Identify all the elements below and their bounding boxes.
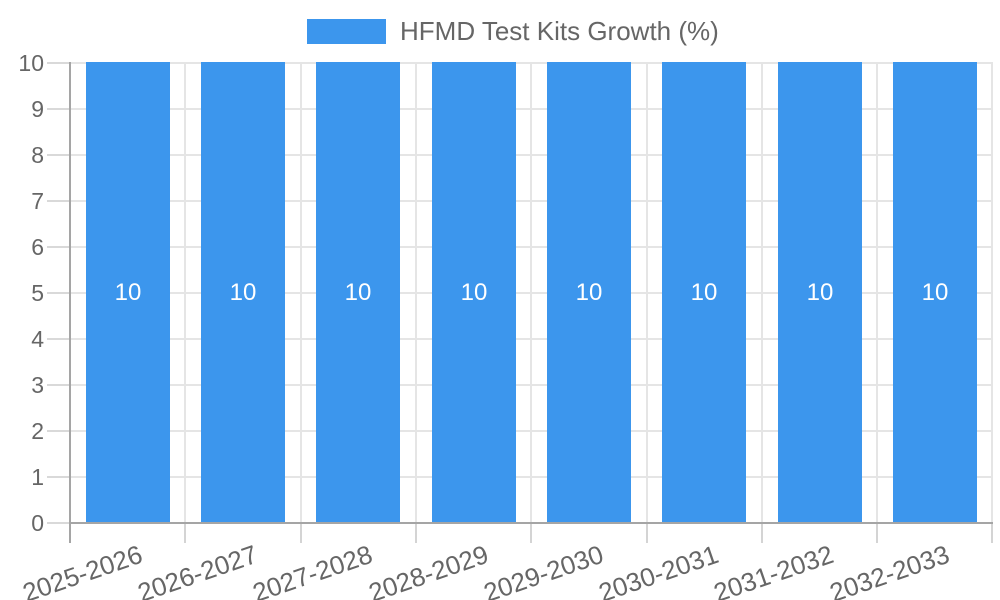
y-tick-mark — [47, 292, 70, 294]
y-tick-label: 3 — [31, 372, 44, 398]
y-tick-label: 2 — [31, 418, 44, 444]
x-tick-label: 2025-2026 — [18, 539, 146, 600]
bar: 10 — [778, 62, 862, 523]
x-tick-mark — [184, 523, 186, 543]
y-tick-mark — [47, 200, 70, 202]
x-tick-label: 2028-2029 — [364, 539, 492, 600]
y-tick-mark — [47, 108, 70, 110]
bar: 10 — [547, 62, 631, 523]
x-axis-line — [70, 522, 993, 524]
bar-value-label: 10 — [229, 278, 257, 306]
bar: 10 — [316, 62, 400, 523]
gridline-v — [300, 62, 302, 523]
y-tick-label: 10 — [18, 50, 44, 76]
bar-value-label: 10 — [575, 278, 603, 306]
y-axis-line — [69, 62, 71, 543]
y-tick-label: 4 — [31, 326, 44, 352]
legend-label: HFMD Test Kits Growth (%) — [400, 16, 719, 46]
y-tick-label: 9 — [31, 96, 44, 122]
x-tick-mark — [761, 523, 763, 543]
y-tick-label: 6 — [31, 234, 44, 260]
legend-item[interactable]: HFMD Test Kits Growth (%) — [307, 16, 719, 47]
y-tick-mark — [47, 476, 70, 478]
bar-value-label: 10 — [460, 278, 488, 306]
gridline-v — [184, 62, 186, 523]
y-tick-label: 7 — [31, 188, 44, 214]
x-tick-mark — [300, 523, 302, 543]
bar: 10 — [86, 62, 170, 523]
x-tick-mark — [530, 523, 532, 543]
y-tick-mark — [47, 338, 70, 340]
x-tick-mark — [646, 523, 648, 543]
y-tick-mark — [47, 246, 70, 248]
gridline-v — [876, 62, 878, 523]
bar: 10 — [662, 62, 746, 523]
bar-value-label: 10 — [921, 278, 949, 306]
x-tick-mark — [415, 523, 417, 543]
legend-swatch-icon — [307, 19, 386, 44]
x-tick-label: 2026-2027 — [133, 539, 261, 600]
gridline-v — [761, 62, 763, 523]
bar-value-label: 10 — [114, 278, 142, 306]
bar: 10 — [432, 62, 516, 523]
bar-value-label: 10 — [806, 278, 834, 306]
y-tick-mark — [47, 62, 70, 64]
y-tick-mark — [47, 154, 70, 156]
y-tick-label: 1 — [31, 464, 44, 490]
x-tick-mark — [876, 523, 878, 543]
x-tick-mark — [991, 523, 993, 543]
y-tick-label: 8 — [31, 142, 44, 168]
gridline-v — [415, 62, 417, 523]
bar-value-label: 10 — [690, 278, 718, 306]
x-tick-label: 2032-2033 — [825, 539, 953, 600]
y-tick-mark — [47, 430, 70, 432]
bar: 10 — [893, 62, 977, 523]
x-tick-label: 2027-2028 — [248, 539, 376, 600]
x-tick-label: 2029-2030 — [479, 539, 607, 600]
gridline-v — [530, 62, 532, 523]
bar: 10 — [201, 62, 285, 523]
x-tick-label: 2030-2031 — [594, 539, 722, 600]
y-tick-label: 0 — [31, 510, 44, 536]
bar-value-label: 10 — [344, 278, 372, 306]
gridline-v — [991, 62, 993, 523]
gridline-v — [646, 62, 648, 523]
x-tick-label: 2031-2032 — [709, 539, 837, 600]
y-tick-mark — [47, 522, 70, 524]
y-tick-label: 5 — [31, 280, 44, 306]
y-tick-mark — [47, 384, 70, 386]
